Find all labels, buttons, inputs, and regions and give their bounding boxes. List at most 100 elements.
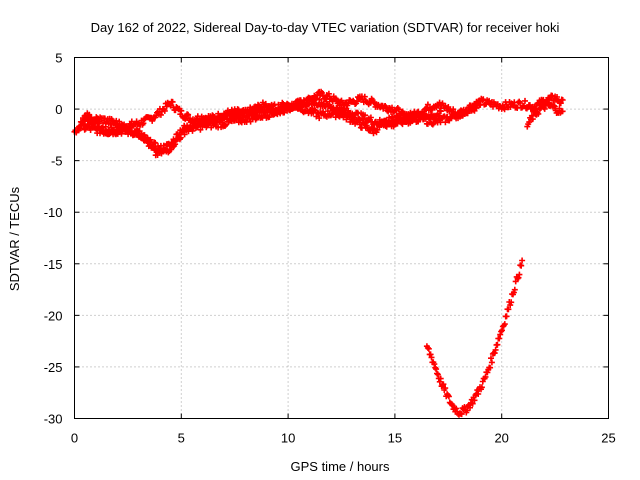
- data-point: [541, 105, 548, 112]
- data-point: [255, 101, 261, 108]
- data-point: [354, 98, 360, 105]
- data-point: [503, 313, 510, 320]
- data-point: [157, 111, 164, 118]
- data-point: [478, 384, 485, 391]
- data-point: [436, 378, 443, 385]
- data-point: [142, 134, 149, 141]
- y-tick-label: -15: [44, 257, 63, 272]
- data-point: [517, 100, 524, 107]
- data-point: [453, 405, 460, 412]
- data-series: [71, 88, 566, 418]
- data-point: [434, 371, 441, 378]
- data-point: [189, 127, 196, 134]
- data-point: [501, 321, 508, 328]
- data-point: [266, 113, 273, 120]
- data-point: [554, 94, 560, 100]
- axis-ticks: 0 5 10 15 20 25 5 0 -5 -10 -15 -20 -25 -30: [44, 51, 616, 446]
- x-tick-label: 20: [494, 431, 508, 446]
- data-point: [337, 110, 344, 117]
- data-point: [535, 110, 542, 117]
- data-point: [499, 327, 505, 334]
- data-point: [440, 381, 447, 388]
- data-point: [437, 108, 444, 115]
- data-point: [486, 97, 493, 104]
- data-point: [240, 114, 247, 120]
- data-point: [146, 139, 153, 146]
- data-point: [172, 141, 179, 148]
- data-point: [389, 104, 395, 111]
- data-point: [559, 108, 566, 115]
- data-point: [476, 101, 483, 108]
- data-point: [181, 131, 188, 138]
- data-point: [133, 126, 140, 133]
- data-point: [505, 306, 512, 313]
- data-point: [161, 107, 168, 114]
- data-point: [178, 107, 185, 114]
- y-tick-label: 5: [55, 51, 62, 66]
- data-point: [420, 116, 427, 123]
- data-point: [116, 118, 123, 125]
- y-tick-label: 0: [55, 102, 62, 117]
- x-tick-label: 15: [388, 431, 402, 446]
- data-point: [488, 355, 494, 362]
- y-tick-label: -10: [44, 205, 63, 220]
- data-point: [445, 393, 452, 400]
- data-point: [529, 116, 536, 123]
- data-point: [516, 271, 523, 278]
- data-point: [515, 274, 522, 281]
- data-point: [223, 121, 229, 128]
- data-point: [149, 117, 156, 124]
- data-point: [396, 115, 403, 122]
- data-point: [430, 120, 437, 127]
- x-tick-label: 10: [281, 431, 295, 446]
- data-point: [152, 139, 159, 146]
- data-point: [528, 112, 535, 119]
- data-point: [177, 134, 184, 141]
- data-point: [252, 107, 259, 114]
- data-point: [437, 375, 444, 382]
- data-point: [400, 114, 407, 121]
- data-point: [128, 124, 134, 131]
- data-point: [429, 121, 436, 128]
- data-point: [557, 100, 564, 107]
- data-point: [446, 117, 453, 124]
- data-point: [362, 112, 368, 119]
- data-point: [511, 286, 518, 293]
- y-tick-label: -30: [44, 412, 63, 427]
- data-point: [140, 120, 147, 127]
- data-point: [316, 115, 323, 122]
- data-point: [197, 126, 204, 133]
- data-point: [445, 392, 451, 399]
- data-point: [367, 114, 374, 121]
- x-axis-label: GPS time / hours: [291, 459, 390, 474]
- data-point: [496, 335, 503, 342]
- data-point: [84, 118, 91, 125]
- data-point: [461, 404, 468, 410]
- data-point: [398, 110, 405, 117]
- y-tick-label: -5: [51, 154, 63, 169]
- data-point: [326, 101, 333, 108]
- data-point: [325, 90, 332, 97]
- data-point: [522, 97, 528, 104]
- data-point: [431, 361, 438, 368]
- data-point: [494, 341, 501, 348]
- series-track-e: [524, 99, 566, 130]
- data-point: [508, 299, 515, 306]
- data-point: [169, 98, 176, 105]
- y-tick-label: -25: [44, 360, 63, 375]
- chart-title: Day 162 of 2022, Sidereal Day-to-day VTE…: [91, 20, 560, 35]
- data-point: [482, 373, 489, 380]
- data-point: [412, 114, 419, 121]
- data-point: [473, 105, 480, 112]
- data-point: [487, 364, 494, 371]
- data-point: [424, 101, 431, 108]
- y-tick-label: -20: [44, 308, 63, 323]
- data-point: [267, 106, 274, 113]
- data-point: [467, 404, 473, 411]
- data-point: [292, 103, 298, 110]
- data-point: [475, 391, 482, 397]
- data-point: [319, 90, 326, 96]
- data-point: [551, 103, 558, 110]
- data-point: [185, 111, 192, 118]
